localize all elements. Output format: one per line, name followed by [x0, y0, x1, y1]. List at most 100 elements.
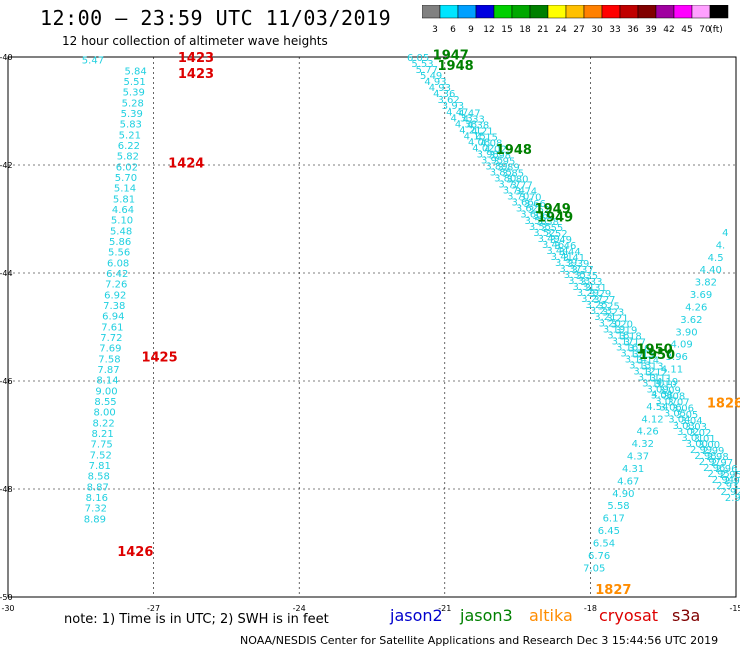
swh-value: 3.11 [638, 373, 660, 384]
swh-value: 7.61 [101, 322, 123, 333]
swh-value: 3.77 [511, 181, 533, 192]
swh-value: 3.09 [646, 385, 668, 396]
swh-value: 3.52 [545, 229, 567, 240]
swh-value: 8.55 [94, 397, 116, 408]
swh-value: 4.38 [467, 120, 489, 131]
swh-value: 3.20 [611, 319, 633, 330]
swh-value: 3.89 [497, 163, 519, 174]
swh-value: 7.38 [103, 301, 125, 312]
swh-value: 3.12 [633, 366, 655, 377]
swh-value: 2.94 [712, 475, 734, 486]
swh-value: 3.00 [686, 439, 708, 450]
swh-value: 4. [716, 240, 726, 251]
swh-value: 3.08 [651, 391, 673, 402]
swh-value: 3.06 [672, 404, 694, 415]
colorbar-label: 3 [432, 25, 438, 33]
swh-value: 4.21 [459, 125, 481, 136]
swh-value: 3.13 [641, 362, 663, 373]
swh-value: 6.42 [106, 269, 128, 280]
pass-time-label: 1423 [178, 51, 214, 66]
swh-value: 3.98 [489, 151, 511, 162]
swh-value: 3.49 [538, 234, 560, 245]
map-title: 12:00 – 23:59 UTC 11/03/2019 [40, 6, 392, 30]
swh-value: 3.55 [541, 223, 563, 234]
swh-value: 3.08 [663, 392, 685, 403]
swh-value: 3.70 [507, 192, 529, 203]
lat-tick-label: -48 [0, 485, 13, 494]
colorbar-label: 24 [555, 25, 567, 33]
swh-colorbar: 3 6 9 12 15 18 21 24 27 30 33 36 39 42 45 70(ft) [422, 5, 729, 33]
swh-value: 3.74 [503, 186, 525, 197]
swh-value: 3.90 [675, 327, 697, 338]
swh-value: 3.70 [519, 193, 541, 204]
swh-value: 3.19 [603, 324, 625, 335]
swh-value: 3.33 [580, 277, 602, 288]
swh-value: 9.00 [95, 386, 117, 397]
swh-value: 2.91 [725, 493, 740, 504]
swh-value: 3.17 [612, 336, 634, 347]
swh-value: 3.29 [577, 288, 599, 299]
swh-value: 3.10 [654, 380, 676, 391]
swh-value: 3.37 [559, 264, 581, 275]
swh-value: 3.82 [695, 278, 717, 289]
swh-value: 4.19 [656, 377, 678, 388]
swh-value: 3.02 [689, 428, 711, 439]
swh-value: 5.51 [124, 77, 146, 88]
swh-value: 4.33 [451, 113, 473, 124]
swh-value: 8.87 [87, 482, 109, 493]
swh-value: 5.47 [82, 56, 104, 67]
legend-s3a: s3a [672, 606, 701, 625]
legend-cryosat: cryosat [599, 606, 659, 625]
swh-value: 5.39 [123, 88, 145, 99]
swh-value: 4.08 [468, 137, 490, 148]
swh-value: 8.16 [86, 493, 108, 504]
swh-value: 3.23 [602, 307, 624, 318]
swh-value: 3.41 [551, 252, 573, 263]
swh-value: 8.21 [92, 429, 114, 440]
swh-value: 3.04 [668, 415, 690, 426]
swh-value: 3.13 [629, 360, 651, 371]
colorbar-label: 36 [627, 25, 639, 33]
swh-value: 4.36 [433, 89, 455, 100]
swh-value: 3.62 [437, 95, 459, 106]
swh-value: 4.15 [464, 131, 486, 142]
colorbar-unit: (ft) [709, 25, 723, 33]
swh-value: 2.96 [703, 463, 725, 474]
swh-value: 7.69 [99, 344, 121, 355]
swh-value: 3.00 [698, 440, 720, 451]
pass-time-label: 1947 [433, 48, 469, 63]
swh-value: 5.84 [125, 66, 147, 77]
swh-value: 3.39 [567, 259, 589, 270]
pass-time-label: 1948 [438, 59, 474, 74]
swh-value: 2.98 [707, 452, 729, 463]
swh-value: 3.96 [666, 352, 688, 363]
colorbar-label: 9 [468, 25, 474, 33]
swh-value: 3.15 [632, 349, 654, 360]
pass-time-label: 1827 [595, 583, 631, 598]
swh-value: 4.31 [651, 389, 673, 400]
pass-time-label: 1949 [535, 202, 571, 217]
swh-value: 6.02 [116, 162, 138, 173]
swh-value: 2.99 [702, 446, 724, 457]
swh-value: 4.90 [612, 489, 634, 500]
colorbar-label: 15 [501, 25, 512, 33]
lon-tick-label: -27 [147, 604, 160, 613]
swh-value: 6.76 [588, 551, 610, 562]
map-frame [7, 56, 737, 598]
swh-value: 7.81 [89, 461, 111, 472]
colorbar-label: 45 [681, 25, 692, 33]
swh-value: 6.22 [118, 141, 140, 152]
swh-value: 3.21 [606, 313, 628, 324]
swh-value: 8.00 [93, 408, 115, 419]
swh-value: 3.05 [676, 410, 698, 421]
swh-value: 3.20 [599, 318, 621, 329]
swh-value: 6.05 [407, 53, 429, 64]
swh-value: 3.95 [481, 155, 503, 166]
swh-value: 3.04 [680, 416, 702, 427]
swh-value: 4.54 [646, 402, 668, 413]
swh-value: 5.49 [420, 71, 442, 82]
swh-value: 3.80 [506, 175, 528, 186]
swh-value: 3.58 [537, 217, 559, 228]
swh-value: 3.15 [620, 348, 642, 359]
swh-value: 6.94 [102, 312, 124, 323]
